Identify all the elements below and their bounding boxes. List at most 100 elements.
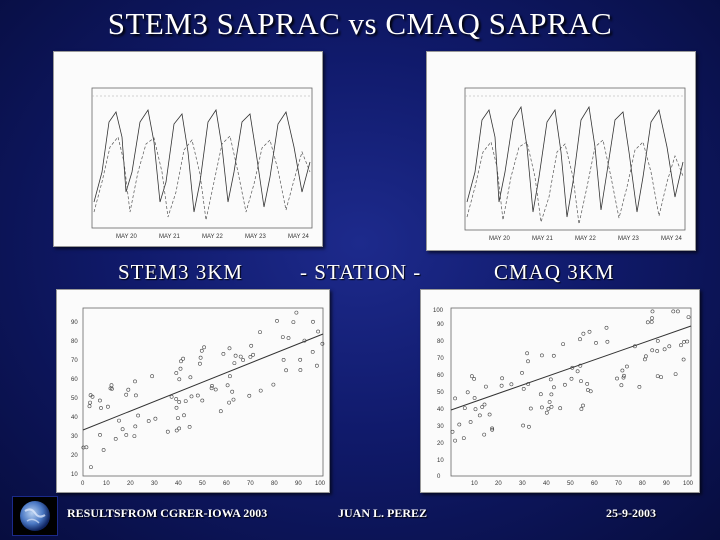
xtick-label: MAY 23 <box>245 234 266 240</box>
scatter-point <box>549 392 554 397</box>
xtick-label: 10 <box>471 481 478 487</box>
scatter-point <box>686 315 691 320</box>
scatter-point <box>624 364 629 369</box>
scatter-point <box>150 374 155 379</box>
slide-title: STEM3 SAPRAC vs CMAQ SAPRAC <box>107 6 613 41</box>
timeseries-plot-cmaq: MAY 20 MAY 21 MAY 22 MAY 23 MAY 24 <box>464 87 686 242</box>
scatter-point <box>221 352 226 356</box>
scatter-point <box>291 320 296 324</box>
scatter-point <box>546 406 551 411</box>
scatter-xticks-stem3: 0 10 20 30 40 50 60 70 80 90 100 <box>81 481 326 487</box>
scatter-point <box>198 355 203 360</box>
scatter-point <box>462 406 467 411</box>
scatter-point <box>578 337 582 342</box>
scatter-point <box>153 416 158 421</box>
scatter-point <box>183 399 188 404</box>
xtick-label: 60 <box>591 481 598 487</box>
scatter-point <box>604 325 609 330</box>
ytick-label: 30 <box>71 434 78 440</box>
scatter-point <box>473 407 478 412</box>
scatter-point <box>594 341 598 345</box>
scatter-point <box>681 357 686 362</box>
scatter-plot-stem3: 10 20 30 40 50 60 70 80 90 0 10 20 30 40… <box>71 307 326 487</box>
scatter-point <box>662 347 667 352</box>
scatter-point <box>231 397 236 402</box>
xtick-label: 80 <box>271 481 278 487</box>
scatter-point <box>197 361 202 366</box>
scatter-point <box>294 310 299 315</box>
scatter-point <box>176 416 180 421</box>
scatter-point <box>169 394 174 399</box>
scatter-point <box>480 405 485 409</box>
scatter-point <box>134 393 138 398</box>
scatter-point <box>650 316 654 321</box>
scatter-point <box>579 407 584 411</box>
timeseries-xticks-cmaq: MAY 20 MAY 21 MAY 22 MAY 23 MAY 24 <box>489 236 682 242</box>
scatter-point <box>682 340 686 344</box>
scatter-point <box>581 403 585 408</box>
scatter-point <box>659 375 664 380</box>
scatter-point <box>132 434 137 439</box>
scatter-point <box>642 357 647 362</box>
scatter-point <box>575 369 580 374</box>
scatter-point <box>685 339 690 344</box>
scatter-point <box>258 388 263 393</box>
scatter-point <box>632 344 637 349</box>
scatter-point <box>679 343 683 348</box>
scatter-point <box>177 377 182 382</box>
xtick-label: 40 <box>543 481 550 487</box>
scatter-point <box>174 405 179 410</box>
scatter-panel-cmaq: 0 10 20 30 40 50 60 70 80 90 100 10 20 3… <box>420 289 700 493</box>
scatter-point <box>187 424 192 429</box>
scatter-xticks-cmaq: 10 20 30 40 50 60 70 80 90 100 <box>471 481 694 487</box>
scatter-point <box>280 335 285 340</box>
scatter-point <box>89 465 93 470</box>
scatter-point <box>500 376 505 381</box>
ytick-label: 60 <box>437 373 444 379</box>
ytick-label: 0 <box>437 474 441 480</box>
scatter-point <box>671 309 676 314</box>
scatter-point <box>106 404 110 409</box>
scatter-point <box>146 419 151 423</box>
scatter-point <box>258 330 262 335</box>
ytick-label: 10 <box>437 458 444 464</box>
scatter-point <box>579 379 583 384</box>
ytick-label: 40 <box>437 407 444 413</box>
scatter-point <box>281 358 286 362</box>
scatter-point <box>655 339 660 343</box>
scatter-point <box>540 405 544 410</box>
ytick-label: 60 <box>71 377 78 383</box>
ytick-label: 100 <box>433 308 444 314</box>
ytick-label: 20 <box>437 441 444 447</box>
scatter-point <box>453 438 458 443</box>
scatter-point <box>87 404 92 409</box>
scatter-point <box>249 343 254 348</box>
scatter-point <box>124 433 129 437</box>
scatter-point <box>482 432 487 437</box>
ytick-label: 80 <box>71 339 78 345</box>
scatter-point <box>562 382 567 387</box>
scatter-point <box>453 396 458 401</box>
scatter-point <box>188 375 193 380</box>
scatter-point <box>271 382 276 387</box>
scatter-point <box>470 374 474 379</box>
xtick-label: 80 <box>639 481 646 487</box>
scatter-point <box>521 387 526 391</box>
scatter-point <box>174 428 179 433</box>
scatter-point <box>569 376 574 381</box>
scatter-point <box>615 376 619 381</box>
scatter-point <box>136 413 141 418</box>
xtick-label: MAY 24 <box>288 234 309 240</box>
label-stem3: STEM3 3KM <box>118 260 244 284</box>
scatter-point <box>468 420 473 424</box>
xtick-label: 60 <box>223 481 230 487</box>
scatter-panel-stem3: 10 20 30 40 50 60 70 80 90 0 10 20 30 40… <box>56 289 330 493</box>
ytick-label: 90 <box>71 320 78 326</box>
scatter-point <box>126 387 131 392</box>
scatter-point <box>528 406 533 411</box>
scatter-point <box>457 422 462 427</box>
ytick-label: 40 <box>71 415 78 421</box>
scatter-point <box>88 393 93 398</box>
scatter-point <box>588 389 593 394</box>
scatter-point <box>540 353 544 358</box>
